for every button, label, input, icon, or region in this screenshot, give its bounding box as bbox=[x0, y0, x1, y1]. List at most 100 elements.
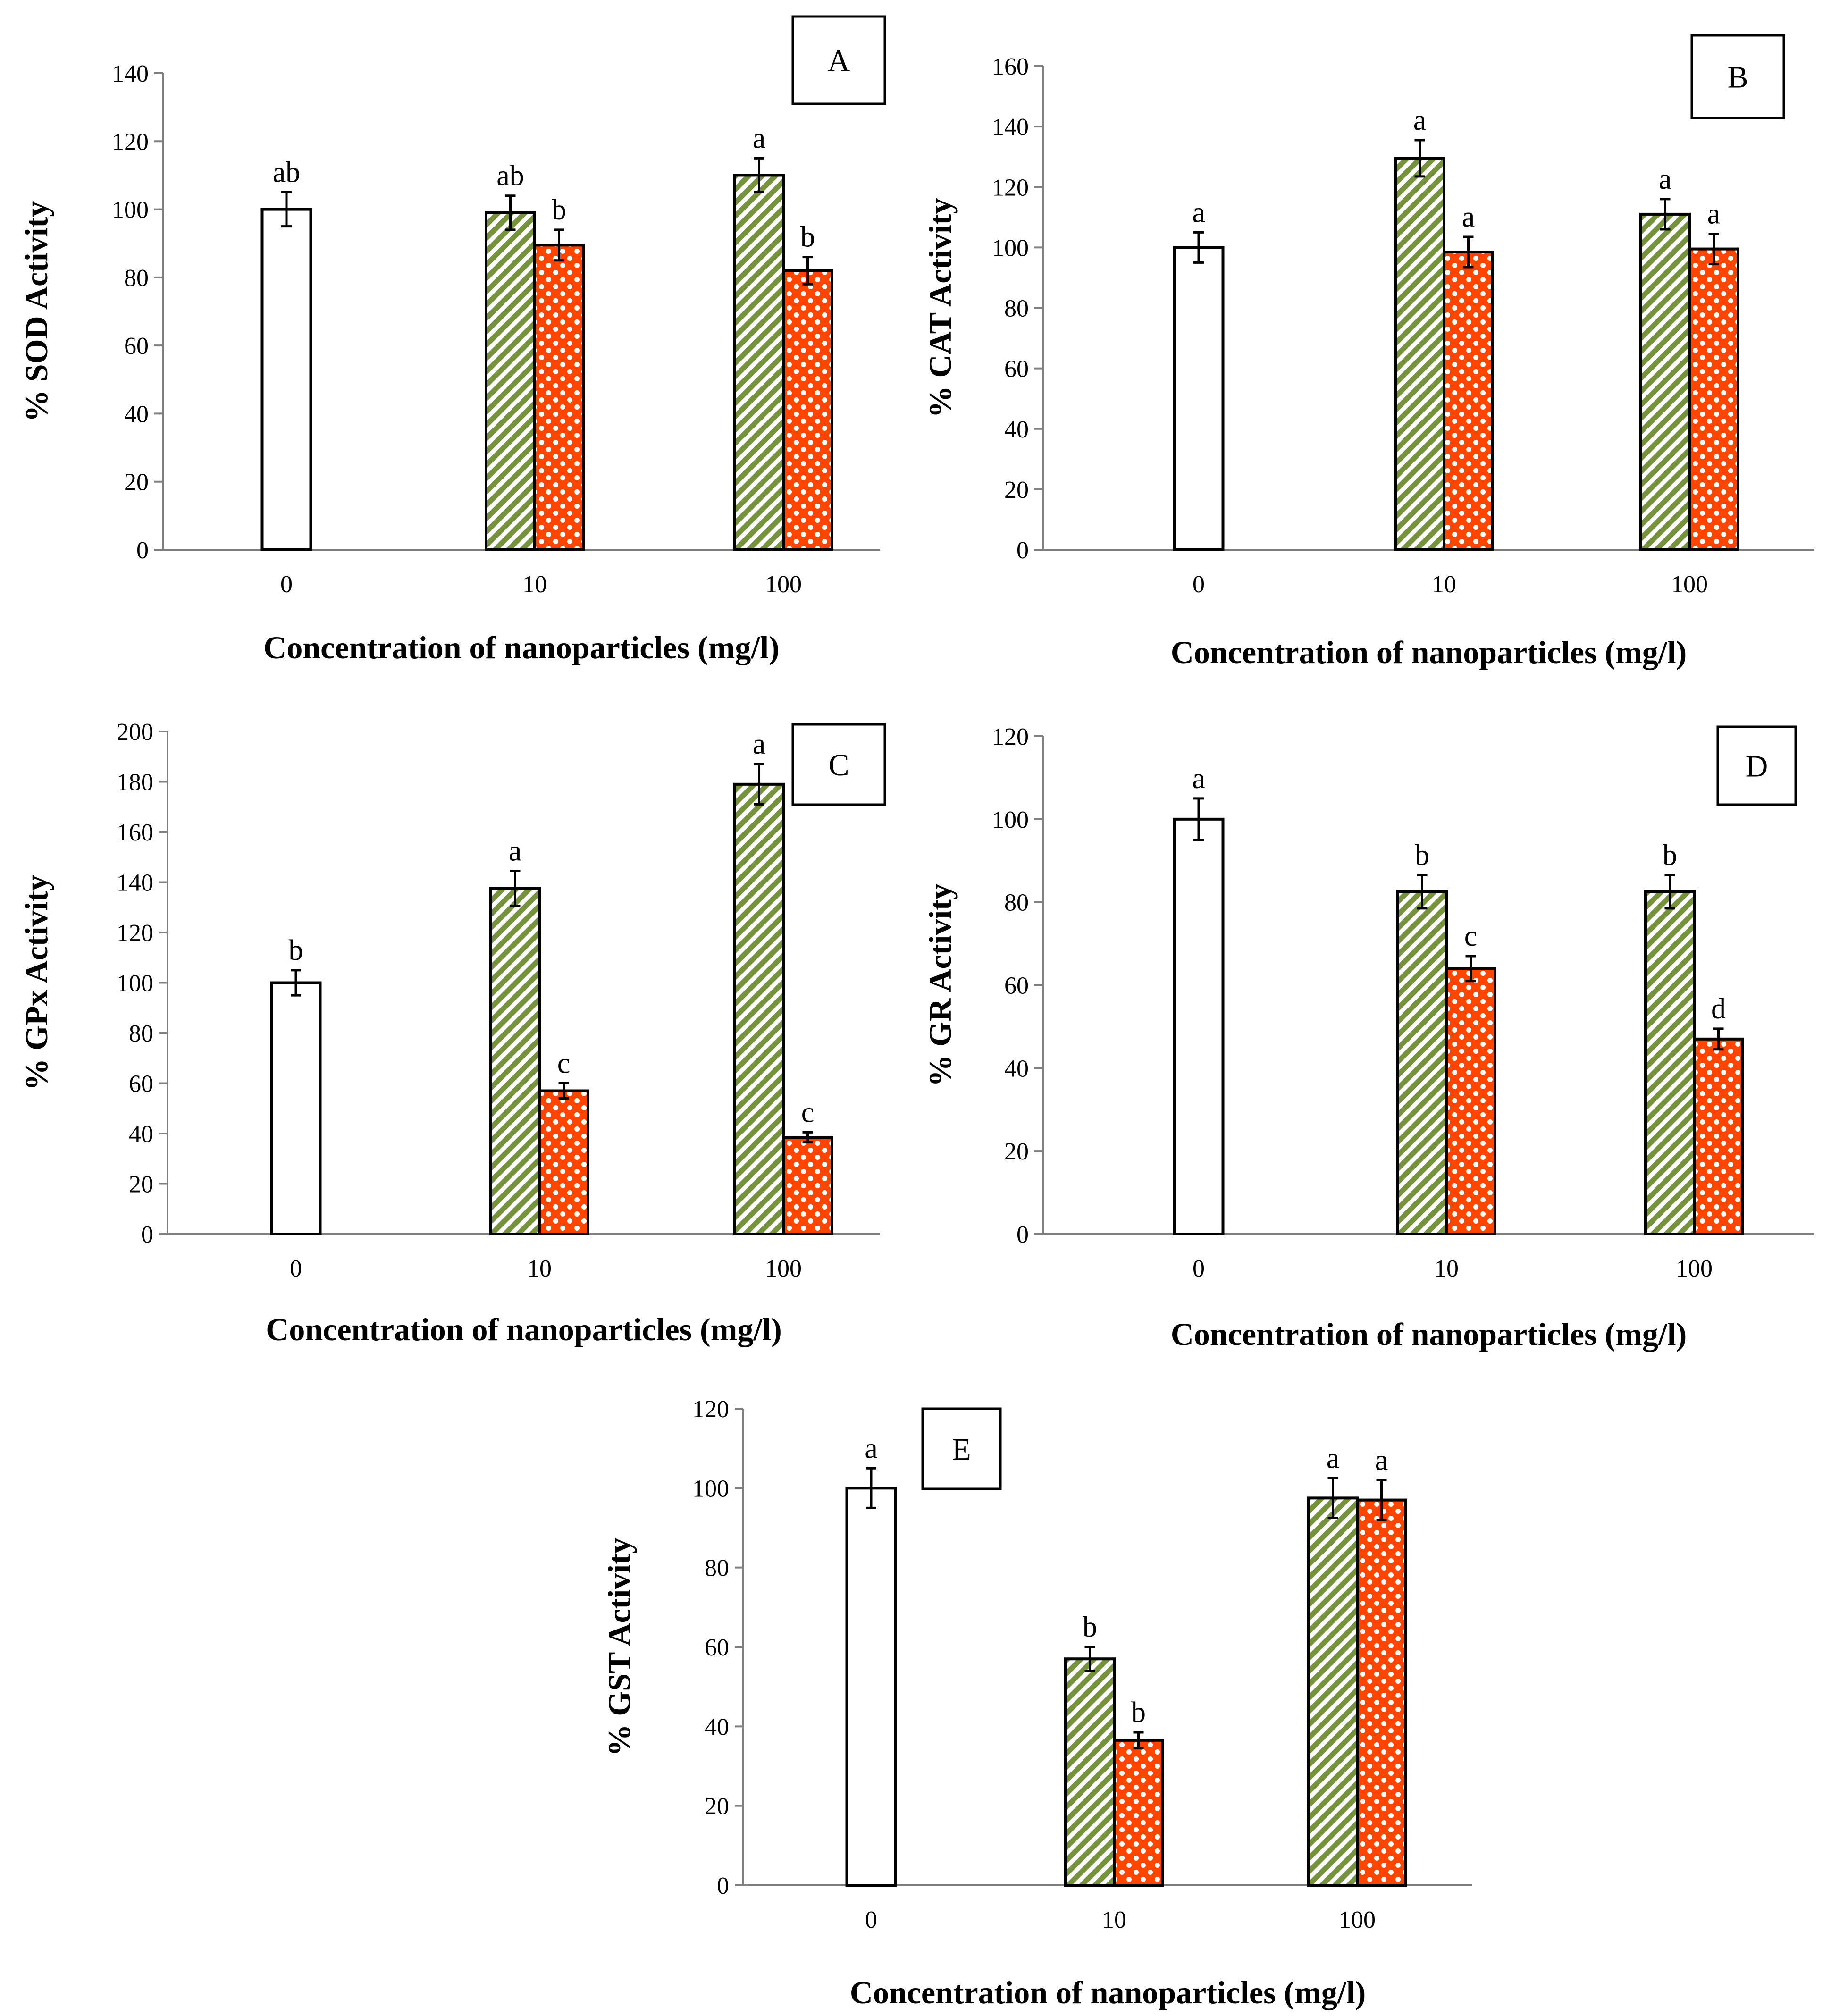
error-bar bbox=[802, 256, 813, 286]
error-bar bbox=[1327, 1477, 1338, 1519]
y-tick-label: 100 bbox=[692, 1475, 729, 1502]
panel-label-box bbox=[1690, 34, 1785, 119]
significance-label: a bbox=[753, 728, 766, 760]
significance-label: a bbox=[865, 1432, 878, 1464]
panel-label: D bbox=[1746, 749, 1768, 784]
y-tick-label: 0 bbox=[141, 1221, 153, 1248]
x-tick-label: 100 bbox=[765, 1255, 802, 1282]
y-tick-label: 100 bbox=[112, 197, 149, 224]
y-tick-label: 120 bbox=[992, 723, 1029, 750]
x-tick-label: 100 bbox=[765, 571, 802, 598]
error-bar bbox=[1414, 139, 1425, 178]
significance-label: c bbox=[557, 1048, 571, 1080]
chart-panel-d: 0 20 40 60 80 100 120 0 10 100 a b c b d D Concentration… bbox=[922, 723, 1814, 1352]
x-tick-label: 0 bbox=[290, 1255, 302, 1282]
error-bar bbox=[1664, 874, 1675, 910]
x-axis-title: Concentration of nanoparticles (mg/l) bbox=[266, 1311, 782, 1347]
error-bar bbox=[866, 1467, 876, 1509]
y-tick-label: 20 bbox=[1004, 1138, 1029, 1165]
y-tick-label: 20 bbox=[124, 469, 149, 496]
x-tick-label: 10 bbox=[1102, 1907, 1126, 1933]
y-tick-label: 20 bbox=[129, 1171, 153, 1198]
y-tick-label: 120 bbox=[117, 920, 153, 947]
x-tick-label: 10 bbox=[522, 571, 547, 598]
chart-panel-c: 0 20 40 60 80 100 120 140 160 180 200 0 10 100 b a c a c C C… bbox=[18, 719, 886, 1347]
significance-label: b bbox=[289, 934, 303, 966]
x-tick-label: 100 bbox=[1339, 1907, 1376, 1933]
y-tick-label: 20 bbox=[705, 1793, 729, 1820]
bar-striped-10 bbox=[1394, 157, 1445, 551]
bar-control-0 bbox=[1173, 246, 1225, 551]
significance-label: b bbox=[1663, 840, 1677, 872]
y-tick-label: 140 bbox=[992, 114, 1029, 141]
y-tick-label: 100 bbox=[117, 970, 153, 997]
y-tick-label: 160 bbox=[992, 53, 1029, 80]
y-tick-label: 80 bbox=[1004, 890, 1029, 916]
bar-striped-10 bbox=[489, 887, 541, 1235]
bar-striped-100 bbox=[1639, 212, 1691, 551]
significance-label: a bbox=[1192, 763, 1205, 795]
y-tick-label: 80 bbox=[124, 265, 149, 292]
chart-panel-b: 0 20 40 60 80 100 120 140 160 0 10 100 a a a a a B Concent… bbox=[922, 34, 1814, 670]
significance-label: a bbox=[509, 835, 522, 867]
y-tick-label: 140 bbox=[117, 870, 153, 897]
y-tick-label: 180 bbox=[117, 769, 153, 796]
bar-control-0 bbox=[845, 1487, 897, 1887]
bar-dotted-10 bbox=[1113, 1739, 1164, 1887]
error-bar bbox=[802, 1131, 813, 1144]
error-bar bbox=[1417, 874, 1428, 910]
error-bar bbox=[554, 228, 564, 262]
bar-striped-100 bbox=[733, 782, 785, 1235]
y-tick-label: 60 bbox=[1004, 973, 1029, 1000]
y-tick-label: 60 bbox=[129, 1071, 153, 1098]
panel-label: E bbox=[952, 1432, 971, 1467]
significance-label: c bbox=[1464, 920, 1478, 952]
bar-dotted-100 bbox=[782, 1135, 833, 1236]
y-axis-title: % GST Activity bbox=[601, 1537, 637, 1756]
error-bar bbox=[1713, 1027, 1724, 1051]
error-bar bbox=[281, 191, 292, 228]
significance-label: a bbox=[1462, 201, 1475, 233]
y-tick-label: 20 bbox=[1004, 477, 1029, 504]
panel-label-box bbox=[1716, 725, 1797, 806]
y-tick-label: 0 bbox=[1016, 537, 1029, 564]
error-bar bbox=[1193, 797, 1204, 841]
y-tick-label: 40 bbox=[1004, 1055, 1029, 1082]
significance-label: a bbox=[1192, 196, 1205, 228]
bar-dotted-100 bbox=[782, 269, 833, 551]
panel-label: C bbox=[828, 748, 849, 782]
significance-label: b bbox=[1415, 840, 1429, 872]
significance-label: b bbox=[552, 194, 566, 226]
bar-dotted-100 bbox=[1688, 247, 1739, 551]
bar-dotted-100 bbox=[1693, 1037, 1744, 1236]
bar-dotted-10 bbox=[1443, 250, 1494, 551]
significance-label: a bbox=[1375, 1445, 1388, 1477]
significance-label: b bbox=[1131, 1697, 1146, 1729]
error-bar bbox=[754, 157, 764, 193]
error-bar bbox=[1084, 1646, 1095, 1672]
y-tick-label: 40 bbox=[1004, 416, 1029, 443]
y-tick-label: 60 bbox=[705, 1634, 729, 1661]
error-bar bbox=[510, 870, 521, 907]
bar-dotted-10 bbox=[1445, 967, 1496, 1235]
bar-control-0 bbox=[270, 981, 322, 1235]
error-bar bbox=[505, 194, 516, 231]
y-tick-label: 200 bbox=[117, 719, 153, 746]
x-tick-label: 100 bbox=[1676, 1255, 1713, 1282]
y-tick-label: 100 bbox=[992, 235, 1029, 261]
significance-label: b bbox=[1083, 1611, 1097, 1643]
error-bar bbox=[291, 969, 301, 997]
error-bar bbox=[1376, 1479, 1387, 1521]
y-tick-label: 80 bbox=[129, 1020, 153, 1047]
error-bar bbox=[1465, 955, 1476, 983]
y-tick-label: 0 bbox=[1016, 1221, 1029, 1248]
bar-striped-100 bbox=[1644, 890, 1696, 1235]
panel-label-box bbox=[791, 15, 886, 105]
error-bar bbox=[754, 763, 764, 806]
significance-label: a bbox=[1659, 163, 1672, 195]
bar-control-0 bbox=[1173, 817, 1225, 1236]
bar-striped-100 bbox=[1307, 1496, 1359, 1887]
y-tick-label: 40 bbox=[124, 401, 149, 428]
